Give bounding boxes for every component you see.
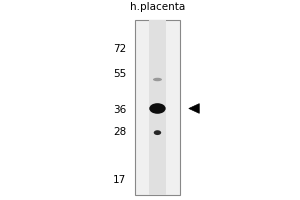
- Polygon shape: [189, 104, 199, 113]
- Ellipse shape: [153, 78, 162, 81]
- Bar: [135, 20, 180, 195]
- Text: 55: 55: [113, 69, 126, 79]
- Ellipse shape: [149, 103, 166, 114]
- Text: 36: 36: [113, 105, 126, 115]
- Text: h.placenta: h.placenta: [130, 2, 185, 12]
- Text: 72: 72: [113, 44, 126, 54]
- Text: 17: 17: [113, 175, 126, 185]
- Text: 28: 28: [113, 127, 126, 137]
- Ellipse shape: [154, 130, 161, 135]
- Bar: [148, 20, 166, 195]
